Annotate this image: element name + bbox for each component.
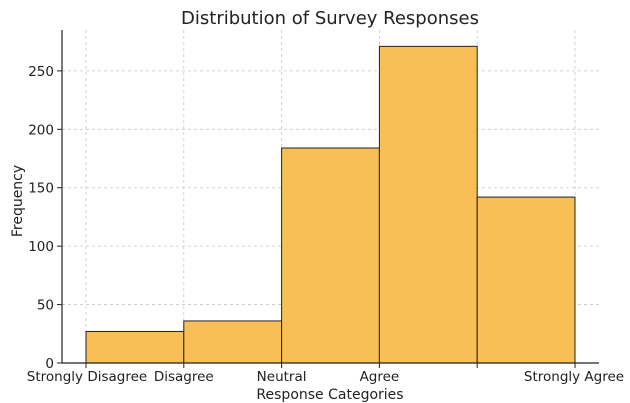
x-tick-label: Agree <box>360 369 400 385</box>
y-ticks: 0 50 100 150 200 250 <box>28 64 62 372</box>
y-tick-label: 0 <box>45 356 54 372</box>
x-tick-label: Strongly Agree <box>524 369 624 385</box>
x-tick-label: Disagree <box>154 369 214 385</box>
bar-agree <box>378 45 478 364</box>
x-ticks: Strongly Disagree Disagree Neutral Agree Str… <box>27 363 624 385</box>
y-tick-label: 200 <box>28 122 54 138</box>
y-tick-label: 50 <box>37 298 54 314</box>
x-tick-label: Strongly Disagree <box>27 369 147 385</box>
bar-strongly-agree <box>476 196 576 364</box>
bar-disagree <box>183 320 283 364</box>
y-tick-label: 100 <box>28 239 54 255</box>
y-tick-label: 250 <box>28 64 54 80</box>
y-axis-label: Frequency <box>10 165 26 237</box>
y-tick-label: 150 <box>28 181 54 197</box>
chart-title: Distribution of Survey Responses <box>181 8 479 29</box>
bars <box>85 45 576 364</box>
bar-neutral <box>281 147 380 364</box>
x-tick-label: Neutral <box>257 369 307 385</box>
axes <box>61 30 599 364</box>
bar-strongly-disagree <box>85 330 185 364</box>
x-axis-label: Response Categories <box>256 387 403 403</box>
